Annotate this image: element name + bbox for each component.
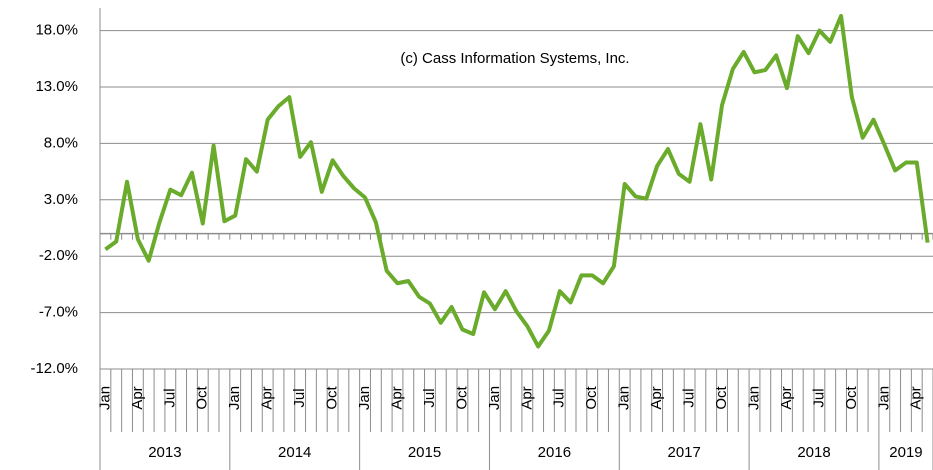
x-tick-label: Oct	[324, 386, 341, 410]
x-tick-label: Jul	[291, 388, 308, 407]
year-label: 2019	[889, 444, 922, 461]
x-tick-label: Jul	[551, 388, 568, 407]
x-tick-label: Apr	[388, 386, 405, 409]
y-tick-label: -12.0%	[30, 360, 78, 377]
y-tick-label: 8.0%	[44, 134, 78, 151]
x-tick-label: Jan	[356, 386, 373, 410]
x-tick-label: Apr	[518, 386, 535, 409]
x-tick-label: Oct	[713, 386, 730, 410]
y-tick-label: -7.0%	[39, 304, 78, 321]
data-line	[104, 13, 930, 349]
y-tick-label: 18.0%	[35, 22, 78, 39]
x-tick-label: Oct	[583, 386, 600, 410]
x-tick-label: Jul	[161, 388, 178, 407]
x-tick-label: Jan	[745, 386, 762, 410]
x-tick-label: Jan	[96, 386, 113, 410]
x-tick-label: Jan	[616, 386, 633, 410]
x-tick-label: Jul	[810, 388, 827, 407]
year-label: 2014	[278, 444, 311, 461]
x-tick-label: Oct	[194, 386, 211, 410]
y-tick-label: 13.0%	[35, 78, 78, 95]
y-tick-label: -2.0%	[39, 247, 78, 264]
year-label: 2017	[667, 444, 700, 461]
x-tick-label: Apr	[778, 386, 795, 409]
year-label: 2013	[148, 444, 181, 461]
year-label: 2016	[538, 444, 571, 461]
x-tick-label: Jul	[421, 388, 438, 407]
x-tick-label: Oct	[453, 386, 470, 410]
x-tick-label: Jan	[875, 386, 892, 410]
x-tick-label: Jan	[226, 386, 243, 410]
x-tick-label: Jul	[681, 388, 698, 407]
x-tick-label: Apr	[129, 386, 146, 409]
x-tick-label: Jan	[486, 386, 503, 410]
year-label: 2018	[797, 444, 830, 461]
year-label: 2015	[408, 444, 441, 461]
x-tick-label: Apr	[908, 386, 925, 409]
x-tick-label: Apr	[259, 386, 276, 409]
x-tick-label: Apr	[648, 386, 665, 409]
annotation: (c) Cass Information Systems, Inc.	[400, 50, 629, 67]
y-tick-label: 3.0%	[44, 191, 78, 208]
x-tick-label: Oct	[843, 386, 860, 410]
